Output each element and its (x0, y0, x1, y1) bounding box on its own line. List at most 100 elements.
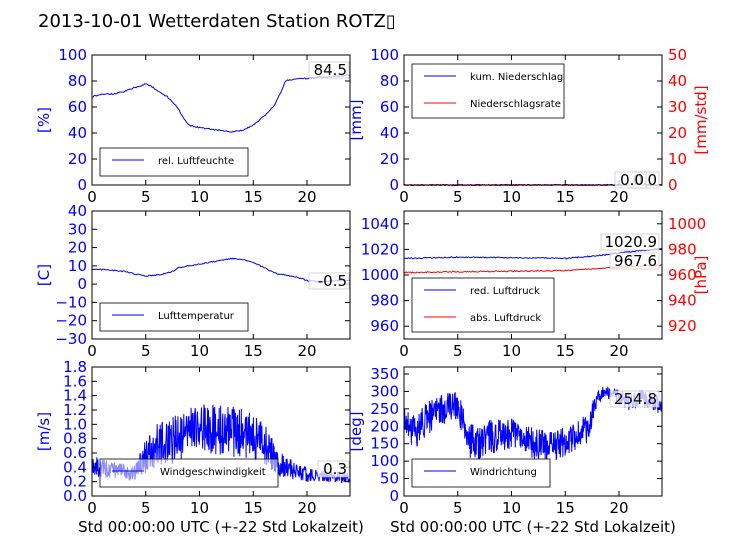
y-tick-label: 1040 (361, 215, 399, 233)
chart-panel-4: 0 5 10 15 20 960 980 1000 1020 1040 920 940 960 980 10… (361, 210, 710, 360)
y-tick-label: 350 (370, 365, 399, 383)
y-axis-label: [mm] (347, 100, 365, 141)
legend: Lufttemperatur (99, 302, 249, 332)
y-axis-label: [m/s] (35, 412, 53, 451)
legend-box (411, 63, 565, 119)
y2-tick-label: 920 (668, 317, 697, 335)
legend-box (99, 458, 279, 488)
y-tick-label: 0.0 (63, 487, 87, 505)
value-label: 254.8 (614, 390, 657, 408)
x-tick-label: 0 (87, 188, 97, 206)
y2-tick-label: 10 (668, 150, 687, 168)
chart-panel-1: 0 5 10 15 20 0 20 40 60 80 100 [%] rel. Luftfeuchte 8… (35, 46, 351, 206)
x-tick-label: 15 (556, 499, 575, 517)
x-tick-label: 10 (502, 499, 521, 517)
y2-tick-label: 0 (668, 176, 678, 194)
legend-box (411, 277, 555, 333)
series-line-1 (91, 257, 350, 283)
y-tick-label: 10 (68, 257, 87, 275)
legend: kum. Niederschlag Niederschlagsrate (411, 63, 565, 119)
legend-label: kum. Niederschlag (470, 72, 563, 83)
chart-panel-6: 0 5 10 15 20050100150200250300350[deg]Windri… (347, 365, 663, 517)
x-tick-label: 5 (453, 342, 463, 360)
y-tick-label: 1.2 (63, 401, 87, 419)
x-tick-label: 20 (609, 342, 628, 360)
x-tick-label: 15 (556, 342, 575, 360)
y-tick-label: 0.2 (63, 473, 87, 491)
y-tick-label: −20 (55, 312, 87, 330)
value-label: 0.0 (620, 171, 644, 189)
y-tick-label: 0 (389, 487, 399, 505)
plot-frame (91, 210, 351, 340)
figure-title: 2013-10-01 Wetterdaten Station ROTZ▯ (38, 11, 396, 32)
y-tick-label: 50 (380, 470, 399, 488)
y-tick-label: 60 (380, 98, 399, 116)
y-tick-label: 0 (389, 176, 399, 194)
x-tick-label: 5 (141, 499, 151, 517)
x-tick-label: 10 (190, 499, 209, 517)
y-tick-label: 60 (68, 98, 87, 116)
x-tick-label: 20 (609, 188, 628, 206)
y-tick-label: −30 (55, 330, 87, 348)
y-tick-label: 80 (380, 72, 399, 90)
y-tick-label: 40 (68, 202, 87, 220)
value-label: 84.5 (314, 61, 347, 79)
y2-tick-label: 20 (668, 124, 687, 142)
legend-label: rel. Luftfeuchte (158, 156, 234, 167)
value-label-box (308, 61, 350, 79)
y2-tick-label: 960 (668, 266, 697, 284)
value-label: 0.3 (323, 460, 347, 478)
x-tick-label: 20 (297, 188, 316, 206)
legend-label: red. Luftdruck (470, 286, 540, 297)
y-tick-label: 40 (380, 124, 399, 142)
x-axis-label-left: Std 00:00:00 UTC (+-22 Std Lokalzeit) (78, 518, 364, 536)
y-tick-label: 200 (370, 417, 399, 435)
chart-panel-3: 0 5 10 15 20−30−20−10010203040[C]Lufttempera… (35, 202, 351, 360)
legend: red. Luftdruck abs. Luftdruck (411, 277, 555, 333)
legend: Windrichtung (411, 458, 551, 488)
x-tick-label: 15 (244, 342, 263, 360)
y-tick-label: 1020 (361, 240, 399, 258)
y-tick-label: 100 (370, 452, 399, 470)
value-label-box (609, 390, 660, 408)
x-tick-label: 0 (399, 342, 409, 360)
x-tick-label: 10 (502, 188, 521, 206)
value-label-box (600, 233, 660, 251)
x-tick-label: 0 (87, 342, 97, 360)
legend: Windgeschwindigkeit (99, 458, 279, 488)
y-tick-label: 150 (370, 435, 399, 453)
y-tick-label: 250 (370, 400, 399, 418)
legend: rel. Luftfeuchte (99, 147, 249, 177)
y-tick-label: 20 (68, 150, 87, 168)
plot-frame (91, 54, 351, 186)
y-axis-label: [deg] (347, 412, 365, 452)
value-label: 1020.9 (605, 233, 658, 251)
y2-tick-label: 1000 (668, 215, 706, 233)
x-tick-label: 5 (141, 342, 151, 360)
y-tick-label: 0 (77, 176, 87, 194)
x-tick-label: 0 (399, 188, 409, 206)
x-tick-label: 10 (502, 342, 521, 360)
y-tick-label: 1.6 (63, 372, 87, 390)
x-tick-label: 15 (244, 499, 263, 517)
y-tick-label: 1.4 (63, 387, 87, 405)
plot-frame (403, 366, 663, 497)
y-tick-label: 100 (58, 46, 87, 64)
plot-frame (403, 54, 663, 186)
value-label: -0.5 (318, 272, 347, 290)
legend-box (411, 458, 551, 488)
y-axis-label: [C] (35, 264, 53, 286)
y-tick-label: 1000 (361, 266, 399, 284)
x-tick-label: 20 (297, 342, 316, 360)
series-line-1 (91, 74, 351, 133)
value-label: 967.6 (614, 252, 657, 270)
legend-label: Windgeschwindigkeit (160, 467, 266, 478)
x-tick-label: 20 (609, 499, 628, 517)
value-label-box (317, 460, 350, 478)
x-tick-label: 5 (453, 188, 463, 206)
legend-label: Windrichtung (470, 467, 537, 478)
y-tick-label: 0.4 (63, 458, 87, 476)
y-tick-label: 1.0 (63, 415, 87, 433)
x-tick-label: 10 (190, 188, 209, 206)
